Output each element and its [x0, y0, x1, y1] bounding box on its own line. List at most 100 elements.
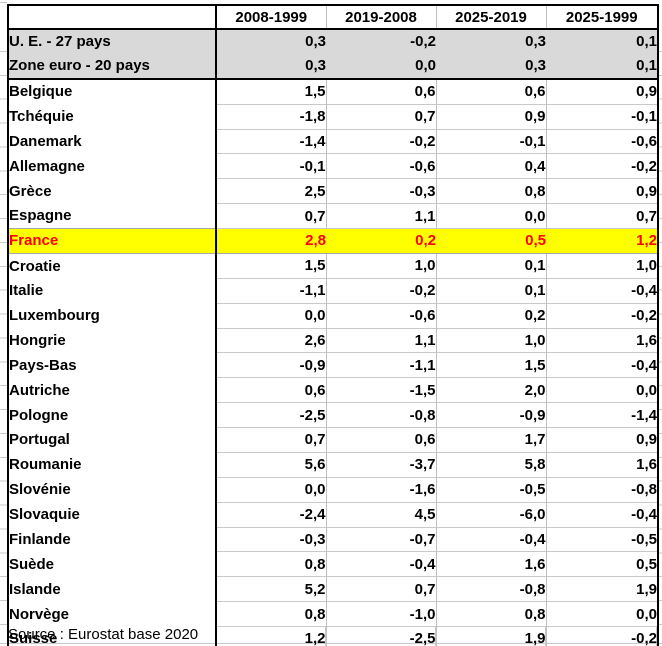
value-cell[interactable]: -0,3 — [325, 178, 436, 204]
column-header[interactable]: 2008-1999 — [215, 5, 326, 30]
value-cell[interactable]: -0,9 — [215, 352, 326, 378]
value-cell[interactable]: 0,0 — [545, 377, 658, 403]
value-cell[interactable]: -0,1 — [435, 128, 546, 154]
value-cell[interactable]: -0,9 — [435, 402, 546, 428]
value-cell[interactable]: 0,4 — [435, 153, 546, 179]
value-cell[interactable]: 0,9 — [435, 103, 546, 129]
value-cell[interactable]: 1,2 — [215, 625, 326, 646]
value-cell[interactable]: -0,2 — [545, 625, 658, 646]
value-cell[interactable]: 0,7 — [215, 203, 326, 229]
value-cell[interactable]: 1,0 — [545, 252, 658, 279]
value-cell[interactable]: -1,5 — [325, 377, 436, 403]
value-cell[interactable]: 0,3 — [216, 53, 326, 79]
source-note[interactable]: Source : Eurostat base 2020 — [8, 626, 199, 643]
value-cell[interactable]: 0,3 — [436, 53, 546, 79]
value-cell[interactable]: -0,2 — [325, 128, 436, 154]
value-cell[interactable]: -0,8 — [435, 576, 546, 602]
value-cell[interactable]: 0,6 — [325, 78, 436, 105]
value-cell[interactable]: 2,8 — [216, 228, 326, 254]
value-cell[interactable]: -0,4 — [435, 526, 546, 552]
value-cell[interactable]: 0,9 — [545, 427, 658, 453]
corner-cell[interactable] — [8, 5, 217, 30]
value-cell[interactable]: 0,2 — [435, 302, 546, 328]
row-label-cell[interactable]: Hongrie — [8, 328, 217, 353]
value-cell[interactable]: -2,5 — [215, 402, 326, 428]
row-label-cell[interactable]: France — [8, 228, 217, 254]
value-cell[interactable]: -0,4 — [545, 501, 658, 527]
row-label-cell[interactable]: Grèce — [8, 178, 217, 204]
value-cell[interactable]: 0,5 — [545, 551, 658, 577]
value-cell[interactable]: 1,1 — [325, 327, 436, 353]
value-cell[interactable]: 0,0 — [435, 203, 546, 229]
value-cell[interactable]: 0,1 — [546, 29, 658, 54]
value-cell[interactable]: -0,5 — [435, 476, 546, 503]
value-cell[interactable]: 1,6 — [545, 451, 658, 478]
row-label-cell[interactable]: Belgique — [8, 78, 217, 105]
row-label-cell[interactable]: Tchéquie — [8, 104, 217, 129]
value-cell[interactable]: 1,5 — [215, 252, 326, 279]
value-cell[interactable]: -0,3 — [215, 526, 326, 552]
value-cell[interactable]: 0,1 — [546, 53, 658, 79]
row-label-cell[interactable]: Suède — [8, 551, 217, 577]
value-cell[interactable]: 0,0 — [545, 601, 658, 627]
value-cell[interactable]: -0,2 — [326, 29, 436, 54]
value-cell[interactable]: 0,1 — [435, 252, 546, 279]
row-label-cell[interactable]: Zone euro - 20 pays — [8, 53, 217, 79]
column-header[interactable]: 2025-1999 — [545, 5, 658, 30]
value-cell[interactable]: 0,6 — [215, 377, 326, 403]
row-label-cell[interactable]: Pologne — [8, 402, 217, 428]
value-cell[interactable]: -0,8 — [325, 402, 436, 428]
value-cell[interactable]: -0,4 — [325, 551, 436, 577]
value-cell[interactable]: 2,0 — [435, 377, 546, 403]
row-label-cell[interactable]: Finlande — [8, 527, 217, 552]
value-cell[interactable]: 1,2 — [546, 228, 658, 254]
value-cell[interactable]: -6,0 — [435, 501, 546, 527]
value-cell[interactable]: -1,8 — [215, 103, 326, 129]
value-cell[interactable]: 0,7 — [325, 576, 436, 602]
row-label-cell[interactable]: Portugal — [8, 427, 217, 453]
value-cell[interactable]: -0,4 — [545, 277, 658, 304]
value-cell[interactable]: 0,8 — [215, 551, 326, 577]
row-label-cell[interactable]: Allemagne — [8, 153, 217, 179]
value-cell[interactable]: -1,0 — [325, 601, 436, 627]
value-cell[interactable]: -0,2 — [545, 153, 658, 179]
row-label-cell[interactable]: U. E. - 27 pays — [8, 29, 217, 54]
value-cell[interactable]: 0,0 — [215, 476, 326, 503]
column-header[interactable]: 2025-2019 — [435, 5, 546, 30]
row-label-cell[interactable]: Espagne — [8, 203, 217, 229]
value-cell[interactable]: -0,2 — [545, 302, 658, 328]
row-label-cell[interactable]: Autriche — [8, 377, 217, 403]
value-cell[interactable]: 5,6 — [215, 451, 326, 478]
value-cell[interactable]: -2,5 — [325, 625, 436, 646]
value-cell[interactable]: 1,6 — [435, 551, 546, 577]
row-label-cell[interactable]: Norvège — [8, 601, 217, 627]
row-label-cell[interactable]: Slovénie — [8, 477, 217, 503]
value-cell[interactable]: -0,1 — [545, 103, 658, 129]
value-cell[interactable]: 1,9 — [435, 625, 546, 646]
value-cell[interactable]: 0,7 — [215, 427, 326, 453]
value-cell[interactable]: 1,0 — [325, 252, 436, 279]
row-label-cell[interactable]: Roumanie — [8, 452, 217, 478]
value-cell[interactable]: 1,1 — [325, 203, 436, 229]
value-cell[interactable]: -0,8 — [545, 476, 658, 503]
value-cell[interactable]: 1,5 — [215, 78, 326, 105]
value-cell[interactable]: 0,1 — [435, 277, 546, 304]
value-cell[interactable]: -1,1 — [325, 352, 436, 378]
value-cell[interactable]: -0,1 — [215, 153, 326, 179]
row-label-cell[interactable]: Pays-Bas — [8, 352, 217, 378]
value-cell[interactable]: 0,8 — [215, 601, 326, 627]
column-header[interactable]: 2019-2008 — [325, 5, 436, 30]
value-cell[interactable]: 0,9 — [545, 78, 658, 105]
value-cell[interactable]: 0,0 — [326, 53, 436, 79]
value-cell[interactable]: 1,0 — [435, 327, 546, 353]
value-cell[interactable]: 1,5 — [435, 352, 546, 378]
row-label-cell[interactable]: Croatie — [8, 253, 217, 279]
value-cell[interactable]: 0,5 — [436, 228, 546, 254]
row-label-cell[interactable]: Danemark — [8, 129, 217, 154]
value-cell[interactable]: -1,4 — [545, 402, 658, 428]
value-cell[interactable]: 4,5 — [325, 501, 436, 527]
value-cell[interactable]: 0,7 — [325, 103, 436, 129]
row-label-cell[interactable]: Slovaquie — [8, 502, 217, 527]
value-cell[interactable]: -2,4 — [215, 501, 326, 527]
value-cell[interactable]: -3,7 — [325, 451, 436, 478]
